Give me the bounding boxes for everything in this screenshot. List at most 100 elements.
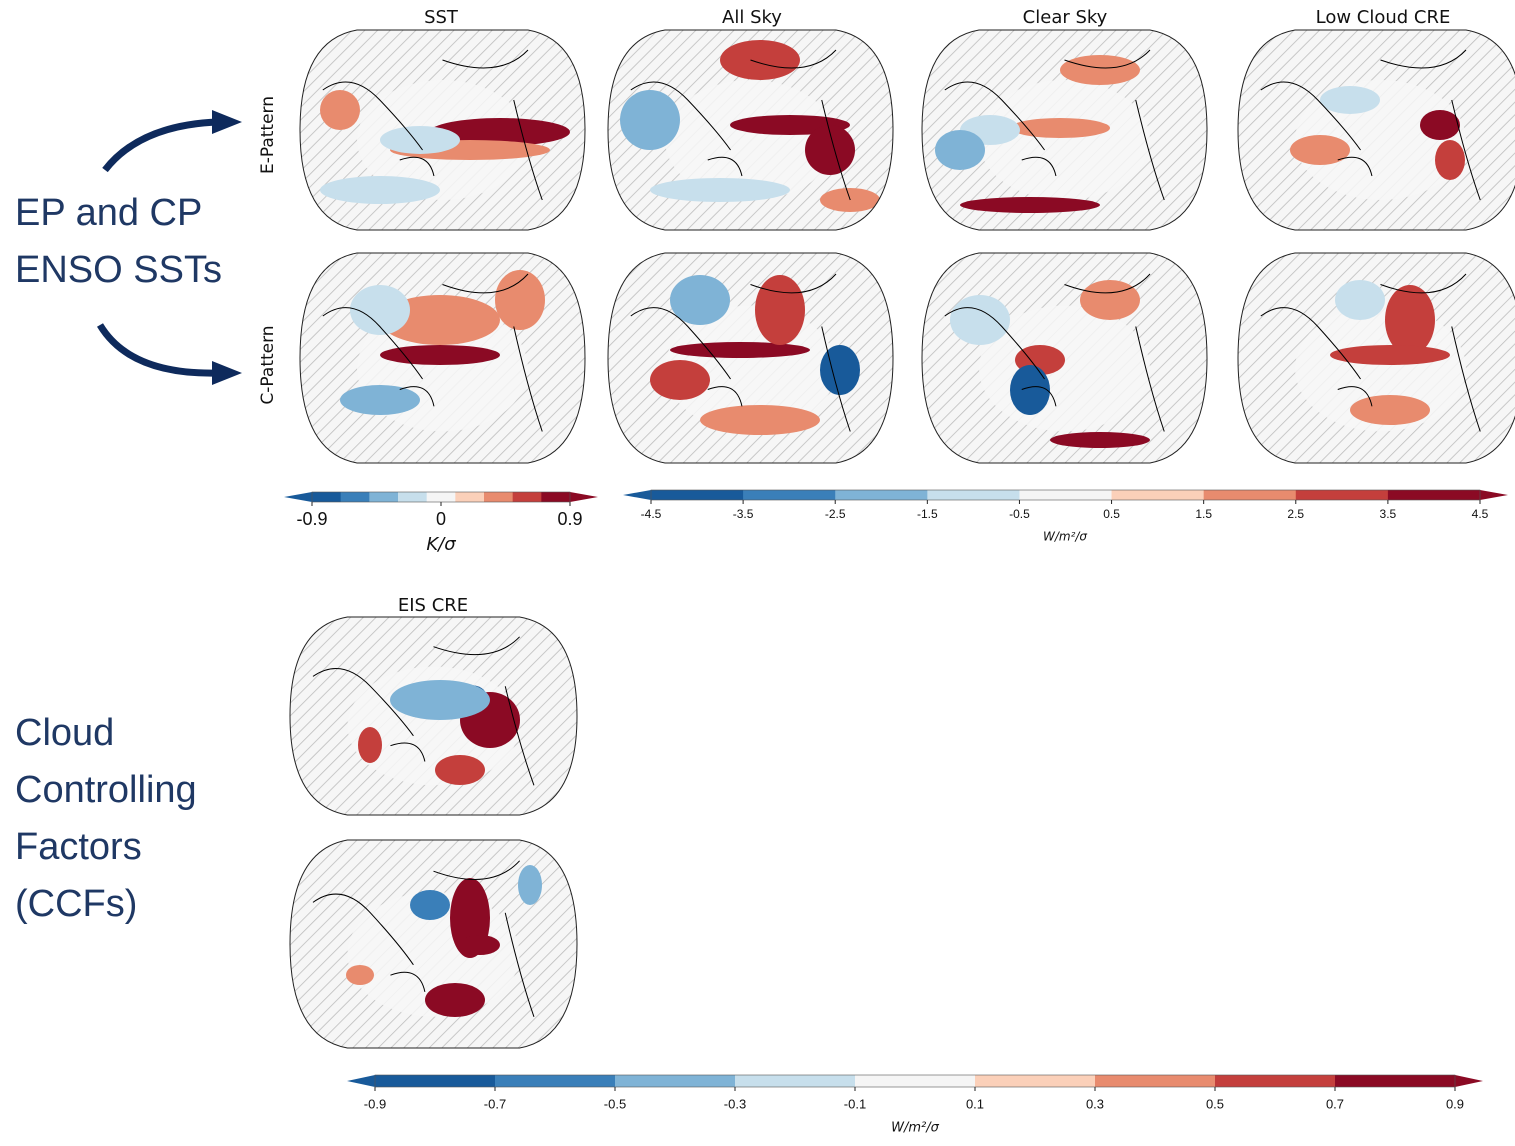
colorbar-extend	[1455, 1075, 1483, 1087]
colorbar-segment	[615, 1075, 736, 1087]
row-label: C-Pattern	[258, 325, 278, 404]
map-border	[289, 839, 578, 1049]
map	[1238, 30, 1515, 230]
colorbar-tick-label: 0.9	[557, 509, 582, 529]
colorbar-segment	[735, 1075, 856, 1087]
coastline	[630, 273, 851, 432]
colorbar-segment	[1387, 490, 1481, 500]
colorbar-tick-label: 0.1	[966, 1096, 984, 1111]
map-anomaly	[935, 130, 985, 170]
map-border	[299, 252, 586, 464]
row-label: E-Pattern	[258, 96, 278, 174]
colorbar-segment	[855, 1075, 976, 1087]
colorbar-extend	[347, 1075, 375, 1087]
colorbar-segment	[927, 490, 1020, 500]
coastline	[322, 49, 543, 201]
colorbar-tick-label: 0.9	[1446, 1096, 1464, 1111]
colorbar-segment	[1019, 490, 1113, 500]
arrow	[102, 118, 219, 173]
map-border	[1237, 252, 1515, 464]
colorbar-tick-label: 0.7	[1326, 1096, 1344, 1111]
colorbar-segment	[484, 492, 514, 502]
map-anomaly	[1320, 86, 1380, 114]
map-anomaly	[1330, 345, 1450, 365]
map-border	[289, 616, 578, 816]
colorbar-tick-label: -0.7	[484, 1096, 506, 1111]
colorbar-segment	[651, 490, 744, 500]
map-anomaly	[820, 345, 860, 395]
colorbar-extend	[1480, 490, 1508, 500]
colorbar-label: W/m²/σ	[1043, 530, 1087, 544]
coastline	[630, 49, 851, 201]
map	[290, 617, 577, 815]
map-anomaly	[460, 935, 500, 955]
colorbar-segment	[1215, 1075, 1336, 1087]
map-anomaly	[1290, 135, 1350, 165]
map-anomaly	[495, 270, 545, 330]
map-border	[921, 29, 1208, 231]
coastline	[944, 273, 1165, 432]
colorbar-segment	[975, 1075, 1096, 1087]
map-anomaly	[1435, 140, 1465, 180]
colorbar-segment	[340, 492, 370, 502]
colorbar-tick-label: 4.5	[1472, 507, 1489, 521]
map	[922, 30, 1207, 230]
colorbar-tick-label: -0.9	[364, 1096, 386, 1111]
map-anomaly	[650, 178, 790, 202]
map-anomaly	[1060, 55, 1140, 85]
colorbar-segment	[398, 492, 428, 502]
map-field	[979, 80, 1150, 200]
map-anomaly	[1350, 395, 1430, 425]
colorbar-tick-label: 0	[436, 509, 446, 529]
map-anomaly	[518, 865, 542, 905]
colorbar-tick-label: 2.5	[1287, 507, 1304, 521]
map	[608, 253, 893, 463]
map-anomaly	[410, 890, 450, 920]
coastline	[944, 49, 1165, 201]
arrow-head	[212, 361, 242, 385]
colorbar-tick-label: -3.5	[733, 507, 754, 521]
map-anomaly	[650, 360, 710, 400]
map-anomaly	[435, 755, 485, 785]
map-border	[1237, 29, 1515, 231]
colorbar-tick-label: -4.5	[641, 507, 662, 521]
colorbar-frame	[374, 1074, 1456, 1088]
colorbar-tick-label: -0.9	[296, 509, 327, 529]
colorbar-segment	[1111, 490, 1205, 500]
colorbar-tick-label: -0.1	[844, 1096, 866, 1111]
annotation: EP and CP	[15, 192, 202, 234]
coastline	[1260, 273, 1481, 432]
map-anomaly	[670, 275, 730, 325]
map-anomaly	[350, 285, 410, 335]
annotation: Cloud	[15, 712, 114, 754]
map-anomaly	[1050, 432, 1150, 448]
colorbar-label: K/σ	[426, 534, 456, 555]
annotation: Factors	[15, 826, 142, 868]
map	[300, 30, 585, 230]
map-border	[299, 29, 586, 231]
map-anomaly	[1010, 118, 1110, 138]
arrow	[96, 323, 219, 377]
map-anomaly	[320, 90, 360, 130]
colorbar-label: W/m²/σ	[891, 1121, 939, 1136]
colorbar-tick-label: 0.5	[1103, 507, 1120, 521]
colorbar-extend	[623, 490, 651, 500]
map-anomaly	[670, 342, 810, 358]
coastline	[1260, 49, 1481, 201]
panel-title: SST	[424, 7, 459, 28]
colorbar-segment	[312, 492, 342, 502]
colorbar-segment	[743, 490, 836, 500]
annotation: ENSO SSTs	[15, 249, 222, 291]
colorbar-segment	[512, 492, 542, 502]
map-anomaly	[805, 125, 855, 175]
map-anomaly	[390, 680, 490, 720]
colorbar-tick-label: 0.3	[1086, 1096, 1104, 1111]
colorbar-segment	[541, 492, 571, 502]
map-anomaly	[1080, 280, 1140, 320]
map-anomaly	[425, 983, 485, 1017]
map-anomaly	[1010, 365, 1050, 415]
colorbar-tick-label: 1.5	[1195, 507, 1212, 521]
colorbar-segment	[375, 1075, 496, 1087]
map-border	[607, 252, 894, 464]
